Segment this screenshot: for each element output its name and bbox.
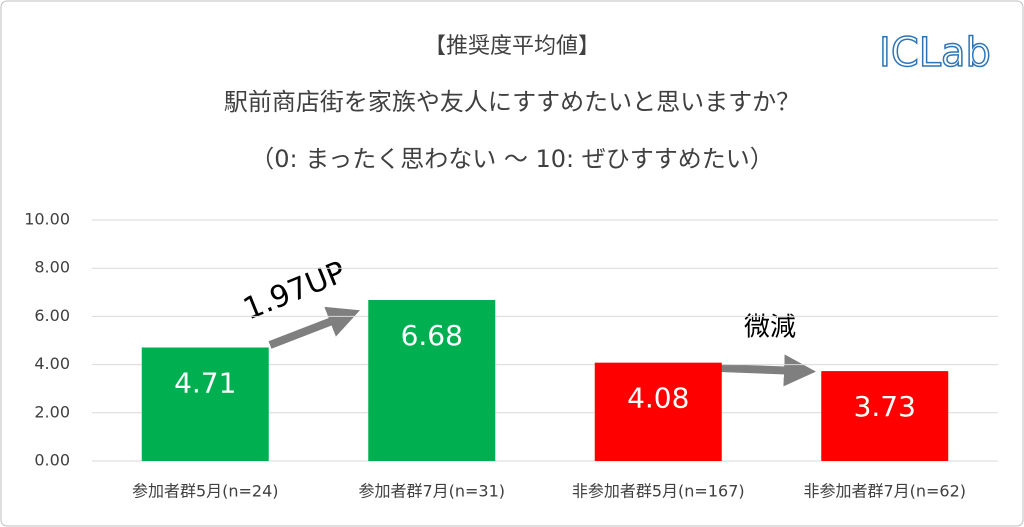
x-tick-label: 非参加者群7月(n=62) xyxy=(803,482,966,501)
value-label: 4.71 xyxy=(174,366,236,399)
bar xyxy=(141,347,269,461)
y-tick-label: 4.00 xyxy=(34,354,70,373)
chart-subtitle: （0: まったく思わない ～ 10: ぜひすすめたい） xyxy=(250,145,774,173)
annotation: 微減 xyxy=(744,313,796,343)
bar xyxy=(368,300,496,461)
value-label: 4.08 xyxy=(627,382,689,415)
x-tick-label: 参加者群7月(n=31) xyxy=(358,482,505,501)
arrow xyxy=(268,306,360,349)
bar xyxy=(821,371,949,461)
y-tick-label: 0.00 xyxy=(34,451,70,470)
chart-subtitle: 駅前商店街を家族や友人にすすめたいと思いますか？ xyxy=(224,88,800,116)
value-label: 6.68 xyxy=(401,319,463,352)
y-tick-label: 6.00 xyxy=(34,306,70,325)
logo: ICLab xyxy=(879,30,991,76)
bar xyxy=(594,362,722,461)
y-tick-label: 10.00 xyxy=(24,210,70,229)
y-tick-label: 2.00 xyxy=(34,402,70,421)
x-tick-label: 参加者群5月(n=24) xyxy=(132,482,279,501)
y-tick-label: 8.00 xyxy=(34,258,70,277)
arrow xyxy=(719,354,816,387)
x-tick-label: 非参加者群5月(n=167) xyxy=(572,482,745,501)
chart-title: 【推奨度平均値】 xyxy=(424,34,600,59)
value-label: 3.73 xyxy=(854,390,916,423)
